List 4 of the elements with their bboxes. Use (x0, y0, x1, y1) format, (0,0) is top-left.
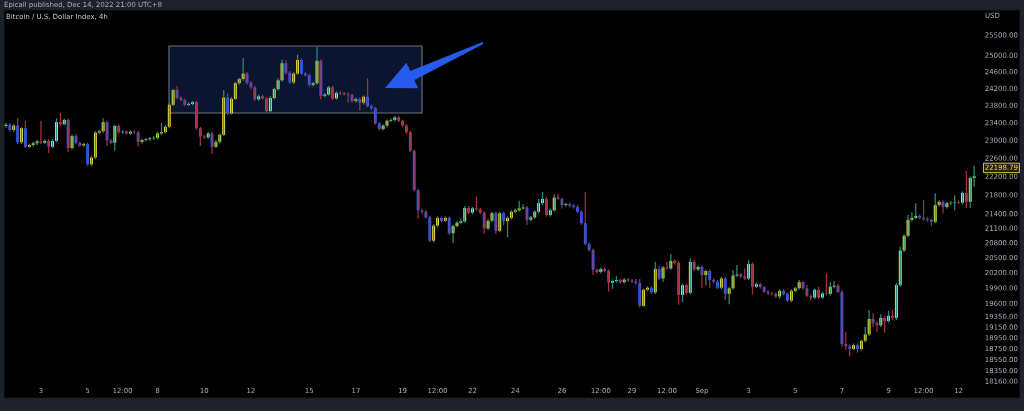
candlestick (824, 272, 828, 297)
candlestick (611, 278, 614, 290)
candlestick (770, 291, 774, 297)
candlestick (957, 199, 960, 205)
